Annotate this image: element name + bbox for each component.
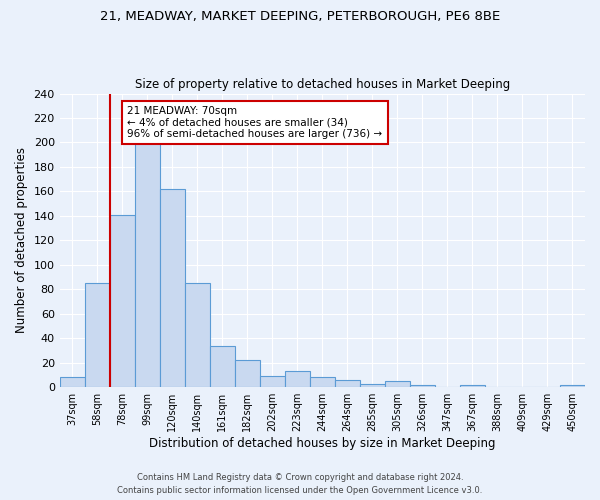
Text: Contains HM Land Registry data © Crown copyright and database right 2024.
Contai: Contains HM Land Registry data © Crown c… xyxy=(118,474,482,495)
Bar xyxy=(135,142,160,387)
Bar xyxy=(360,384,385,387)
Bar xyxy=(235,360,260,387)
Bar xyxy=(410,385,435,387)
Bar xyxy=(185,283,210,387)
Bar xyxy=(310,378,335,387)
Bar xyxy=(460,385,485,387)
Bar xyxy=(160,189,185,387)
Bar xyxy=(385,381,410,387)
Bar xyxy=(210,346,235,387)
Bar xyxy=(85,283,110,387)
Bar xyxy=(260,376,285,387)
Bar xyxy=(110,214,135,387)
Bar xyxy=(285,372,310,387)
Bar xyxy=(59,378,85,387)
Text: 21 MEADWAY: 70sqm
← 4% of detached houses are smaller (34)
96% of semi-detached : 21 MEADWAY: 70sqm ← 4% of detached house… xyxy=(127,106,382,139)
Bar xyxy=(335,380,360,387)
Text: 21, MEADWAY, MARKET DEEPING, PETERBOROUGH, PE6 8BE: 21, MEADWAY, MARKET DEEPING, PETERBOROUG… xyxy=(100,10,500,23)
X-axis label: Distribution of detached houses by size in Market Deeping: Distribution of detached houses by size … xyxy=(149,437,496,450)
Y-axis label: Number of detached properties: Number of detached properties xyxy=(15,148,28,334)
Title: Size of property relative to detached houses in Market Deeping: Size of property relative to detached ho… xyxy=(135,78,510,91)
Bar xyxy=(560,385,585,387)
